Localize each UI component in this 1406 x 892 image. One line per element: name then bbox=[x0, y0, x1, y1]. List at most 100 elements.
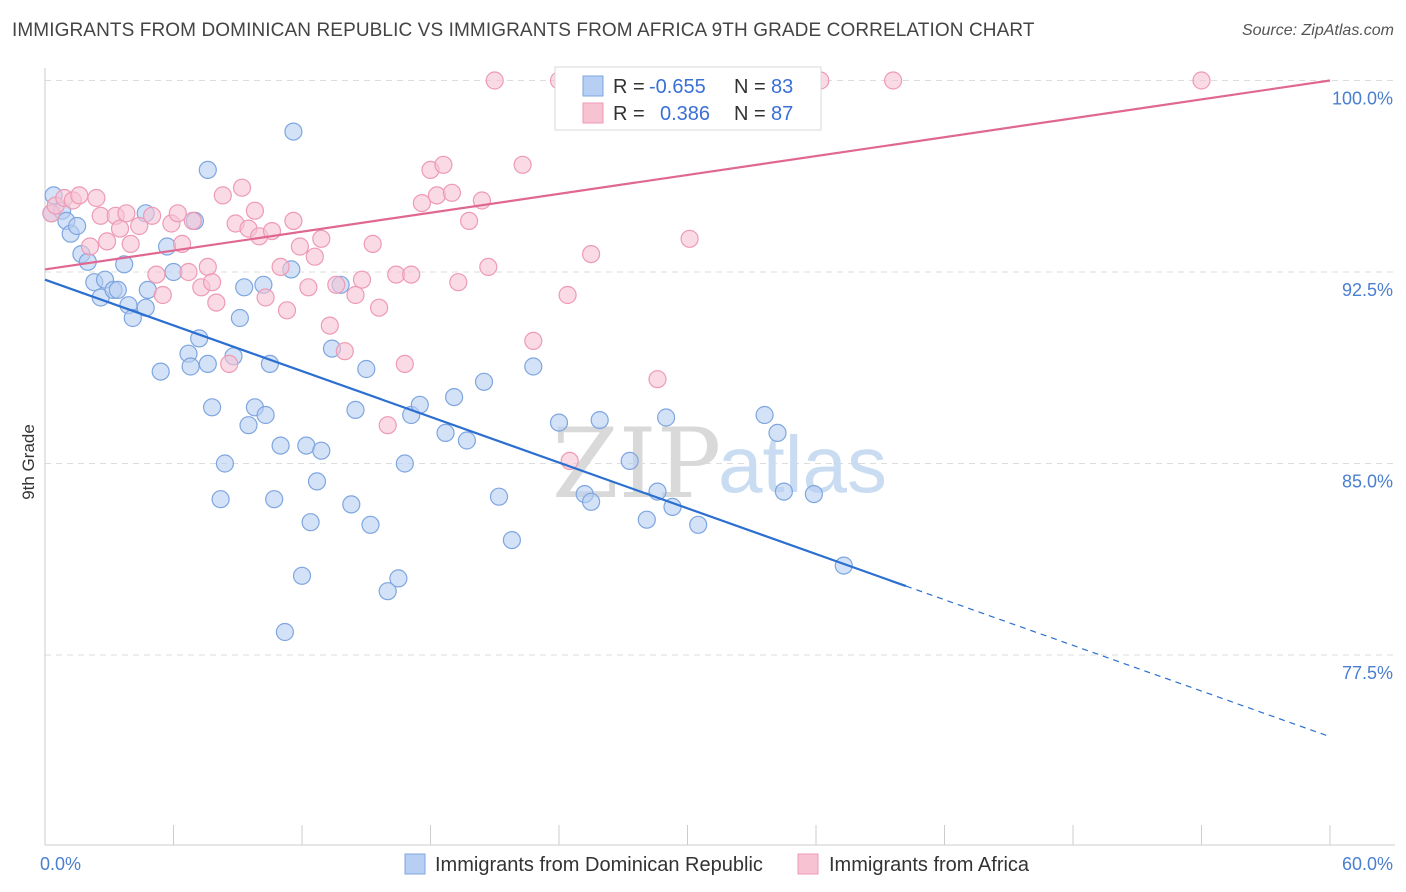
series-legend: Immigrants from Dominican Republic Immig… bbox=[404, 853, 1030, 876]
point-africa bbox=[168, 204, 187, 223]
point-africa bbox=[395, 354, 414, 373]
point-dominican-republic bbox=[230, 308, 249, 328]
point-dominican-republic bbox=[271, 436, 290, 455]
point-africa bbox=[256, 288, 275, 307]
point-dominican-republic bbox=[275, 622, 294, 642]
point-africa bbox=[117, 204, 136, 223]
point-dominican-republic bbox=[378, 582, 397, 601]
point-dominican-republic bbox=[474, 372, 494, 391]
point-africa bbox=[524, 331, 543, 350]
point-dominican-republic bbox=[656, 408, 676, 427]
point-dominican-republic bbox=[256, 405, 275, 425]
point-dominican-republic bbox=[346, 400, 365, 419]
point-africa bbox=[412, 194, 431, 213]
point-africa bbox=[121, 234, 140, 253]
point-dominican-republic bbox=[211, 490, 230, 509]
legend-n-label-1: N = bbox=[734, 76, 766, 98]
point-africa bbox=[299, 278, 318, 297]
point-africa bbox=[427, 186, 446, 205]
point-africa bbox=[198, 257, 217, 276]
point-africa bbox=[130, 216, 149, 236]
point-dominican-republic bbox=[774, 482, 794, 501]
series-legend-label-blue: Immigrants from Dominican Republic bbox=[435, 854, 763, 876]
point-africa bbox=[70, 186, 89, 205]
legend-n-value-2: 87 bbox=[771, 103, 793, 125]
point-dominican-republic bbox=[235, 278, 254, 297]
point-dominican-republic bbox=[108, 280, 127, 299]
point-africa bbox=[284, 211, 303, 230]
point-dominican-republic bbox=[342, 495, 361, 514]
point-africa bbox=[320, 316, 339, 335]
point-dominican-republic bbox=[502, 530, 521, 550]
point-africa bbox=[434, 155, 453, 174]
legend-n-label-2: N = bbox=[734, 103, 766, 125]
point-dominican-republic bbox=[307, 472, 327, 491]
point-dominican-republic bbox=[637, 510, 656, 529]
point-africa bbox=[179, 262, 198, 282]
trend-line-dominican-republic bbox=[44, 278, 907, 588]
point-africa bbox=[277, 301, 297, 320]
point-dominican-republic bbox=[312, 441, 331, 460]
point-africa bbox=[370, 298, 389, 317]
point-dominican-republic bbox=[292, 566, 312, 585]
point-africa bbox=[110, 219, 130, 238]
point-dominican-republic bbox=[804, 485, 824, 504]
point-dominican-republic bbox=[215, 454, 234, 473]
trend-line-africa bbox=[44, 79, 1331, 271]
point-dominican-republic bbox=[123, 308, 142, 328]
point-africa bbox=[460, 211, 479, 230]
point-dominican-republic bbox=[581, 492, 601, 511]
point-africa bbox=[312, 229, 331, 248]
point-dominican-republic bbox=[260, 354, 279, 373]
legend-r-label-2: R = bbox=[613, 103, 645, 125]
point-africa bbox=[335, 342, 354, 361]
point-africa bbox=[648, 370, 667, 389]
point-africa bbox=[207, 293, 226, 312]
data-points bbox=[42, 71, 1211, 642]
point-africa bbox=[290, 237, 309, 256]
legend-n-value-1: 83 bbox=[771, 76, 793, 98]
point-dominican-republic bbox=[689, 515, 708, 534]
point-dominican-republic bbox=[284, 122, 303, 141]
point-africa bbox=[883, 71, 903, 90]
x-tick-label: 60.0% bbox=[1342, 854, 1393, 874]
point-africa bbox=[558, 285, 577, 305]
trend-line-dominican-republic-extension bbox=[905, 585, 1331, 738]
y-tick-label: 85.0% bbox=[1342, 472, 1393, 492]
point-africa bbox=[153, 285, 172, 305]
point-africa bbox=[271, 257, 290, 276]
point-dominican-republic bbox=[768, 423, 787, 442]
point-dominican-republic bbox=[395, 454, 414, 473]
point-africa bbox=[327, 275, 346, 294]
series-legend-swatch-pink bbox=[797, 853, 819, 875]
point-dominican-republic bbox=[620, 451, 639, 470]
point-africa bbox=[147, 265, 166, 284]
point-africa bbox=[352, 270, 372, 289]
point-africa bbox=[97, 232, 117, 251]
point-dominican-republic bbox=[489, 487, 509, 506]
point-africa bbox=[449, 273, 468, 292]
point-dominican-republic bbox=[115, 255, 134, 274]
point-dominican-republic bbox=[457, 431, 476, 450]
y-tick-label: 92.5% bbox=[1342, 280, 1393, 300]
grid-lines bbox=[45, 80, 1395, 656]
point-africa bbox=[80, 237, 100, 256]
series-legend-swatch-blue bbox=[404, 853, 426, 875]
point-africa bbox=[232, 178, 252, 197]
point-africa bbox=[203, 273, 222, 292]
point-dominican-republic bbox=[524, 357, 543, 376]
point-dominican-republic bbox=[361, 515, 380, 534]
point-africa bbox=[402, 265, 421, 284]
point-dominican-republic bbox=[265, 490, 284, 509]
point-dominican-republic bbox=[436, 423, 455, 442]
legend-swatch-pink bbox=[582, 102, 604, 124]
y-tick-label: 77.5% bbox=[1342, 663, 1393, 683]
point-dominican-republic bbox=[301, 513, 320, 532]
trend-lines bbox=[44, 79, 1331, 738]
x-tick-label: 0.0% bbox=[40, 854, 81, 874]
point-dominican-republic bbox=[151, 362, 170, 381]
point-dominican-republic bbox=[357, 359, 376, 379]
chart-source: Source: ZipAtlas.com bbox=[1241, 22, 1394, 39]
point-dominican-republic bbox=[549, 413, 569, 432]
point-africa bbox=[363, 234, 382, 253]
